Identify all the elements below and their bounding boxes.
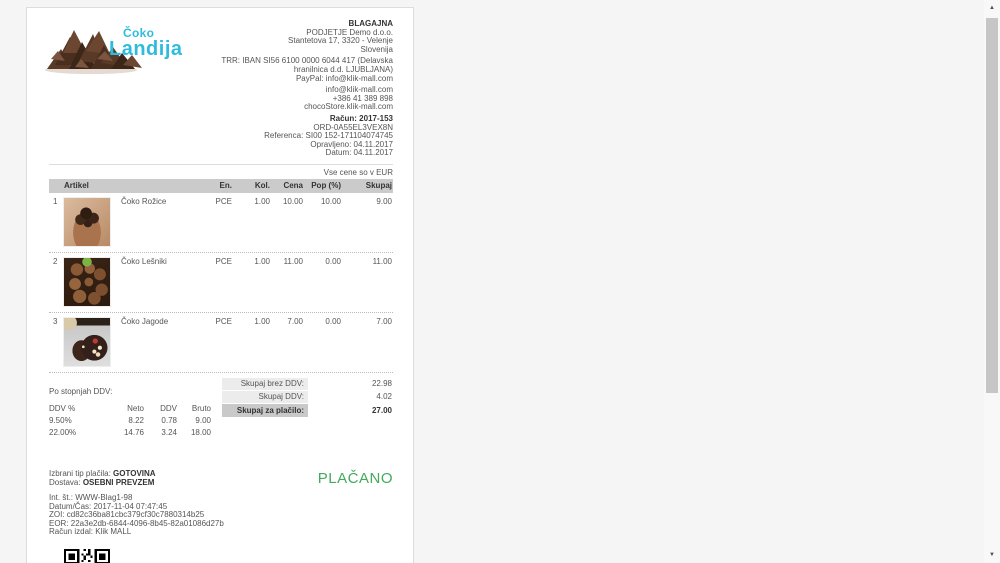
product-name: Čoko Lešniki xyxy=(121,256,167,266)
table-row: 3 Čoko Jagode PCE 1.00 7.00 0.00 7.00 xyxy=(49,313,393,373)
row-number: 1 xyxy=(53,196,58,206)
invoice-date: Datum: 04.11.2017 xyxy=(325,148,393,158)
company-logo: Čoko Landija xyxy=(41,20,197,78)
col-header-artikel: Artikel xyxy=(64,180,89,190)
vat-header-row: DDV % Neto DDV Bruto xyxy=(49,403,211,413)
logo-wordmark: Čoko Landija xyxy=(109,27,183,60)
table-row: 2 Čoko Lešniki PCE 1.00 11.00 0.00 11.00 xyxy=(49,253,393,313)
invoice-header: Čoko Landija BLAGAJNA PODJETJE Demo d.o.… xyxy=(45,19,393,161)
delivery-line: Dostava: OSEBNI PREVZEM xyxy=(49,477,155,487)
qr-code xyxy=(64,549,110,563)
chocolate-pile-image xyxy=(45,30,142,74)
paid-stamp: PLAČANO xyxy=(317,469,393,487)
invoice-footer: Izbrani tip plačila: GOTOVINA Dostava: O… xyxy=(49,468,393,537)
vat-row: 22.00% 14.76 3.24 18.00 xyxy=(49,427,211,437)
product-name: Čoko Rožice xyxy=(121,196,167,206)
totals-box: Skupaj brez DDV: 22.98 Skupaj DDV: 4.02 … xyxy=(222,377,393,439)
invoice-page: Čoko Landija BLAGAJNA PODJETJE Demo d.o.… xyxy=(26,7,414,563)
issuer-line: Račun izdal: Klik MALL xyxy=(49,527,132,537)
col-header-cena: Cena xyxy=(283,180,303,190)
unit-cell: PCE xyxy=(215,256,232,266)
total-cell: 9.00 xyxy=(376,196,392,206)
vat-title: Po stopnjah DDV: xyxy=(49,386,113,396)
price-cell: 10.00 xyxy=(282,196,303,206)
invoice-meta-block: Račun: 2017-153 ORD-0A55EL3VEX8N Referen… xyxy=(197,113,393,158)
vat-row: 9.50% 8.22 0.78 9.00 xyxy=(49,415,211,425)
price-cell: 11.00 xyxy=(283,256,303,266)
bank-block: TRR: IBAN SI56 6100 0000 6044 417 (Delav… xyxy=(221,56,393,83)
discount-cell: 10.00 xyxy=(320,196,341,206)
fiscal-info: Izbrani tip plačila: GOTOVINA Dostava: O… xyxy=(49,468,224,537)
payment-type-line: Izbrani tip plačila: GOTOVINA xyxy=(49,468,156,478)
vat-breakdown: Po stopnjah DDV: DDV % Neto DDV Bruto 9.… xyxy=(49,378,222,439)
row-number: 3 xyxy=(53,316,58,326)
product-image-coko-jagode xyxy=(63,316,111,367)
completed-date: Opravljeno: 04.11.2017 xyxy=(310,139,393,149)
delivery-value: OSEBNI PREVZEM xyxy=(82,477,155,487)
contact-website: chocoStore.klik-mall.com xyxy=(304,102,393,112)
eor-line: EOR: 22a3e2db-6844-4096-8b45-82a01086d27… xyxy=(49,518,224,528)
total-cell: 7.00 xyxy=(376,316,392,326)
qty-cell: 1.00 xyxy=(254,196,270,206)
invoice-number: Račun: 2017-153 xyxy=(329,113,393,123)
logo-text-coko: Čoko xyxy=(123,26,155,40)
datetime-line: Datum/Čas: 2017-11-04 07:47:45 xyxy=(49,501,168,511)
product-image-coko-lesniki xyxy=(63,256,111,307)
col-header-skupaj: Skupaj xyxy=(365,180,392,190)
discount-cell: 0.00 xyxy=(325,316,341,326)
col-header-kol: Kol. xyxy=(254,180,270,190)
contact-block: info@klik-mall.com +386 41 389 898 choco… xyxy=(197,86,393,112)
company-block: BLAGAJNA PODJETJE Demo d.o.o. Stantetova… xyxy=(197,19,393,54)
scrollbar-up-arrow-icon[interactable]: ▲ xyxy=(989,5,995,11)
reference: Referenca: SI00 152-171104074745 xyxy=(264,131,393,141)
product-image-coko-rozice xyxy=(63,196,111,247)
col-header-en: En. xyxy=(219,180,232,190)
qty-cell: 1.00 xyxy=(254,316,270,326)
table-row: 1 Čoko Rožice PCE 1.00 10.00 10.00 9.00 xyxy=(49,193,393,253)
subtotal-row: Skupaj brez DDV: 22.98 xyxy=(222,377,393,390)
internal-number-line: Int. št.: WWW-Blag1-98 xyxy=(49,493,133,503)
header-divider xyxy=(49,163,393,165)
zoi-line: ZOI: cd82c36ba81cbc379cf30c7880314b25 xyxy=(49,510,205,520)
total-cell: 11.00 xyxy=(372,256,392,266)
grand-total-row: Skupaj za plačilo: 27.00 xyxy=(222,403,393,417)
vertical-scrollbar[interactable]: ▲ ▼ xyxy=(984,0,1000,563)
row-number: 2 xyxy=(53,256,58,266)
items-table-header: Artikel En. Kol. Cena Pop (%) Skupaj xyxy=(49,178,393,193)
contact-phone: +386 41 389 898 xyxy=(332,93,393,103)
order-number: ORD-0A55EL3VEX8N xyxy=(313,122,393,132)
payment-type-value: GOTOVINA xyxy=(113,468,156,478)
qty-cell: 1.00 xyxy=(254,256,270,266)
price-cell: 7.00 xyxy=(287,316,303,326)
contact-email: info@klik-mall.com xyxy=(325,85,393,95)
unit-cell: PCE xyxy=(215,196,232,206)
scrollbar-thumb[interactable] xyxy=(986,18,998,393)
scrollbar-down-arrow-icon[interactable]: ▼ xyxy=(989,552,995,558)
discount-cell: 0.00 xyxy=(325,256,341,266)
unit-cell: PCE xyxy=(215,316,232,326)
seller-info: BLAGAJNA PODJETJE Demo d.o.o. Stantetova… xyxy=(197,19,393,161)
vat-total-row: Skupaj DDV: 4.02 xyxy=(222,390,393,403)
product-name: Čoko Jagode xyxy=(121,316,169,326)
logo-text-landija: Landija xyxy=(109,38,183,60)
company-name: BLAGAJNA xyxy=(348,19,393,28)
col-header-pop: Pop (%) xyxy=(311,180,341,190)
totals-section: Po stopnjah DDV: DDV % Neto DDV Bruto 9.… xyxy=(49,377,393,439)
currency-note: Vse cene so v EUR xyxy=(323,167,393,177)
